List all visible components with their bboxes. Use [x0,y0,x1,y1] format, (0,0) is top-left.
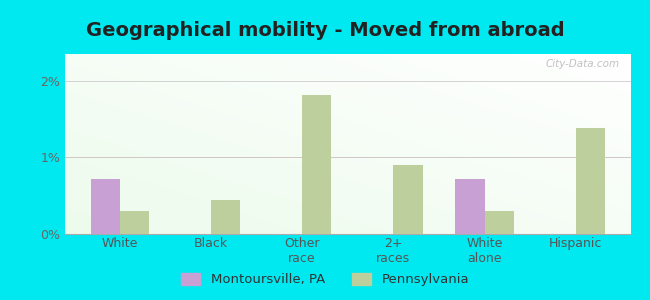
Bar [393,165,422,234]
Text: Geographical mobility - Moved from abroad: Geographical mobility - Moved from abroa… [86,21,564,40]
Bar [456,179,484,234]
Legend: Montoursville, PA, Pennsylvania: Montoursville, PA, Pennsylvania [177,269,473,290]
Text: City-Data.com: City-Data.com [545,59,619,69]
Bar [120,211,149,234]
Bar [576,128,605,234]
Bar [211,200,240,234]
Bar [90,179,120,234]
Bar [484,211,514,234]
Bar [302,94,332,234]
